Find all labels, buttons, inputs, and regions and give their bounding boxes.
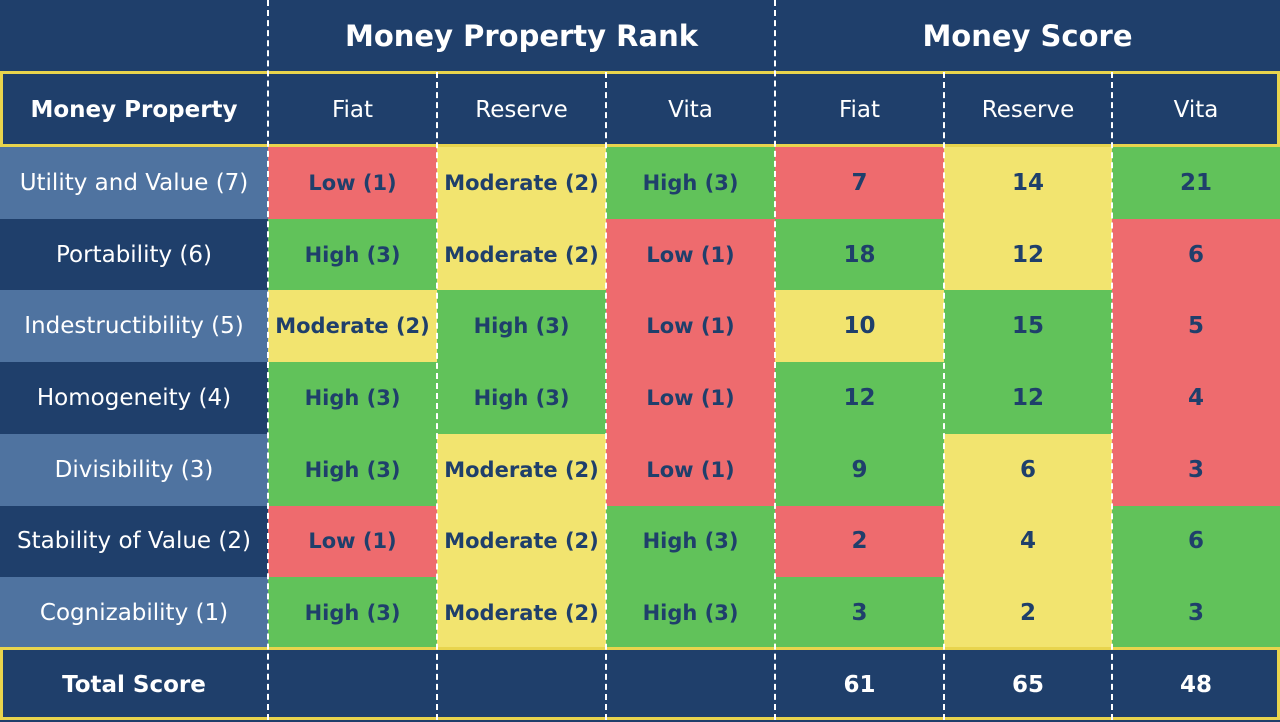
score-vita-column-header: Vita <box>1112 72 1280 147</box>
score-cell: 3 <box>1112 577 1280 649</box>
row-label: Cognizability (1) <box>0 577 268 649</box>
total-row-border <box>0 647 1280 720</box>
row-label: Utility and Value (7) <box>0 147 268 219</box>
total-rank-blank <box>437 648 606 722</box>
rank-cell: Moderate (2) <box>437 505 606 578</box>
column-divider <box>943 72 945 720</box>
score-cell: 12 <box>944 218 1112 291</box>
score-cell: 7 <box>775 147 944 219</box>
rank-reserve-column-header: Reserve <box>437 72 606 147</box>
score-cell: 15 <box>944 290 1112 363</box>
rank-cell: High (3) <box>606 577 775 649</box>
money-property-column-header: Money Property <box>0 72 268 147</box>
score-cell: 9 <box>775 433 944 506</box>
column-divider <box>436 72 438 720</box>
rank-cell: Moderate (2) <box>268 290 437 363</box>
rank-vita-column-header: Vita <box>606 72 775 147</box>
rank-cell: Low (1) <box>268 505 437 578</box>
row-label: Portability (6) <box>0 218 268 291</box>
row-label: Stability of Value (2) <box>0 505 268 578</box>
column-divider <box>605 72 607 720</box>
rank-cell: High (3) <box>268 218 437 291</box>
rank-cell: Moderate (2) <box>437 147 606 219</box>
score-fiat-column-header: Fiat <box>775 72 944 147</box>
rank-cell: Moderate (2) <box>437 218 606 291</box>
score-cell: 12 <box>775 362 944 434</box>
money-property-rank-header: Money Property Rank <box>268 0 775 72</box>
rank-cell: High (3) <box>606 505 775 578</box>
rank-cell: Moderate (2) <box>437 433 606 506</box>
column-header-border <box>0 71 1280 147</box>
score-cell: 10 <box>775 290 944 363</box>
rank-cell: High (3) <box>437 290 606 363</box>
total-rank-blank <box>606 648 775 722</box>
rank-cell: Low (1) <box>606 218 775 291</box>
rank-fiat-column-header: Fiat <box>268 72 437 147</box>
rank-cell: Low (1) <box>606 290 775 363</box>
row-label: Homogeneity (4) <box>0 362 268 434</box>
score-cell: 2 <box>944 577 1112 649</box>
score-cell: 3 <box>775 577 944 649</box>
score-cell: 4 <box>1112 362 1280 434</box>
score-cell: 2 <box>775 505 944 578</box>
row-label: Divisibility (3) <box>0 433 268 506</box>
score-cell: 3 <box>1112 433 1280 506</box>
rank-cell: Moderate (2) <box>437 577 606 649</box>
score-cell: 5 <box>1112 290 1280 363</box>
column-divider <box>1111 72 1113 720</box>
column-divider <box>774 0 776 720</box>
rank-cell: Low (1) <box>606 362 775 434</box>
column-divider <box>267 0 269 720</box>
top-left-blank <box>0 0 268 72</box>
rank-cell: High (3) <box>437 362 606 434</box>
row-label: Indestructibility (5) <box>0 290 268 363</box>
score-cell: 6 <box>1112 505 1280 578</box>
money-score-header: Money Score <box>775 0 1280 72</box>
score-cell: 6 <box>944 433 1112 506</box>
rank-cell: High (3) <box>268 362 437 434</box>
score-cell: 14 <box>944 147 1112 219</box>
total-score-vita: 48 <box>1112 648 1280 722</box>
score-reserve-column-header: Reserve <box>944 72 1112 147</box>
total-score-fiat: 61 <box>775 648 944 722</box>
score-cell: 21 <box>1112 147 1280 219</box>
total-score-reserve: 65 <box>944 648 1112 722</box>
rank-cell: High (3) <box>268 577 437 649</box>
total-score-label: Total Score <box>0 648 268 722</box>
rank-cell: High (3) <box>606 147 775 219</box>
rank-cell: Low (1) <box>268 147 437 219</box>
score-cell: 4 <box>944 505 1112 578</box>
score-cell: 12 <box>944 362 1112 434</box>
rank-cell: High (3) <box>268 433 437 506</box>
score-cell: 6 <box>1112 218 1280 291</box>
score-cell: 18 <box>775 218 944 291</box>
total-rank-blank <box>268 648 437 722</box>
rank-cell: Low (1) <box>606 433 775 506</box>
